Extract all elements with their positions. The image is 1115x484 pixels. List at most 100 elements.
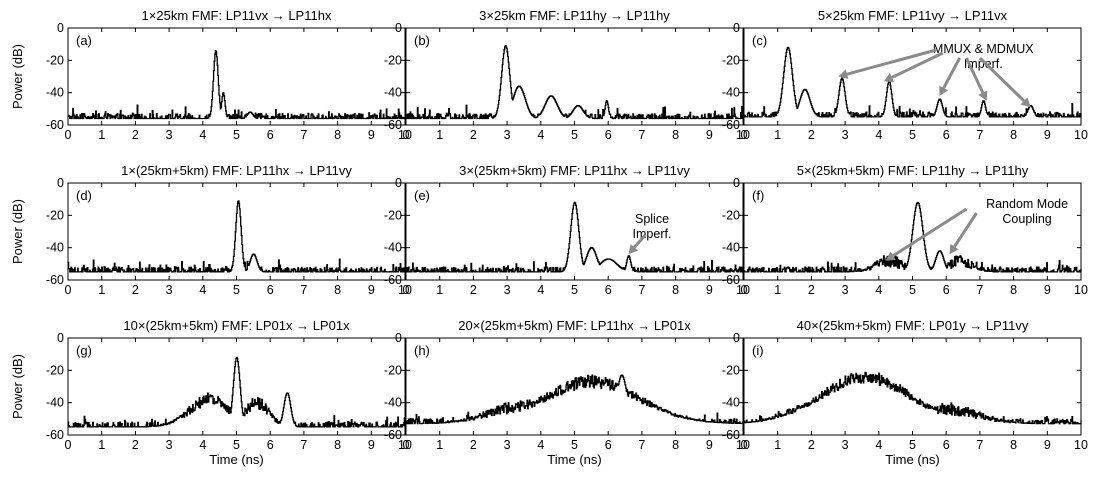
y-axis-label: Power (dB) bbox=[10, 199, 25, 264]
y-tick-label: -60 bbox=[46, 428, 64, 442]
annotation-arrow bbox=[891, 51, 944, 79]
panel-label: (a) bbox=[76, 33, 92, 48]
x-tick-label: 6 bbox=[605, 283, 612, 297]
y-tick-label: -20 bbox=[46, 53, 64, 67]
y-tick-label: -20 bbox=[722, 208, 740, 222]
plot-frame bbox=[743, 27, 1082, 126]
series-line bbox=[67, 200, 406, 273]
x-tick-label: 9 bbox=[1044, 283, 1051, 297]
annotation-arrow bbox=[846, 48, 937, 76]
annotation-arrowhead bbox=[838, 69, 849, 79]
y-tick-label: -20 bbox=[46, 363, 64, 377]
x-tick-label: 9 bbox=[1044, 128, 1051, 142]
x-tick-label: 5 bbox=[909, 128, 916, 142]
series-line bbox=[405, 45, 744, 120]
plot-frame bbox=[405, 27, 744, 126]
y-tick-label: -20 bbox=[722, 53, 740, 67]
x-tick-label: 1 bbox=[98, 438, 105, 452]
x-tick-label: 6 bbox=[267, 128, 274, 142]
panel-title: 20×(25km+5km) FMF: LP11hx → LP01x bbox=[458, 318, 691, 333]
panel-g: 10×(25km+5km) FMF: LP01x → LP01x 0 1 2 3 4 5 6 7… bbox=[10, 318, 412, 467]
panel-title: 5×(25km+5km) FMF: LP11hy → LP11hy bbox=[797, 163, 1029, 178]
x-tick-label: 2 bbox=[132, 128, 139, 142]
annotation-text: Coupling bbox=[1002, 212, 1051, 226]
x-tick-label: 5 bbox=[233, 438, 240, 452]
panel-label: (d) bbox=[76, 188, 92, 203]
x-tick-label: 0 bbox=[741, 128, 748, 142]
x-tick-label: 1 bbox=[436, 283, 443, 297]
y-tick-label: -40 bbox=[722, 396, 740, 410]
x-tick-label: 7 bbox=[976, 438, 983, 452]
x-tick-label: 8 bbox=[1010, 128, 1017, 142]
panel-title: 5×25km FMF: LP11vy → LP11vx bbox=[818, 8, 1008, 23]
x-tick-label: 3 bbox=[504, 438, 511, 452]
y-tick-label: -60 bbox=[722, 273, 740, 287]
x-tick-label: 4 bbox=[199, 283, 206, 297]
x-tick-label: 9 bbox=[368, 438, 375, 452]
annotation-text: Imperf. bbox=[633, 227, 672, 241]
panel-label: (c) bbox=[752, 33, 767, 48]
panel-label: (f) bbox=[752, 188, 764, 203]
x-tick-label: 1 bbox=[774, 283, 781, 297]
y-tick-label: -20 bbox=[384, 53, 402, 67]
annotation-arrow bbox=[942, 57, 962, 89]
y-tick-label: -60 bbox=[384, 118, 402, 132]
y-tick-label: -60 bbox=[384, 273, 402, 287]
annotation-text: Splice bbox=[635, 212, 669, 226]
annotation-arrow bbox=[633, 234, 647, 249]
x-tick-label: 10 bbox=[736, 128, 750, 142]
x-tick-label: 7 bbox=[976, 128, 983, 142]
x-tick-label: 10 bbox=[1074, 128, 1088, 142]
x-tick-label: 9 bbox=[706, 438, 713, 452]
panel-label: (e) bbox=[414, 188, 430, 203]
panel-title: 1×(25km+5km) FMF: LP11hx → LP11vy bbox=[121, 163, 352, 178]
annotation-arrow bbox=[965, 57, 985, 94]
x-tick-label: 10 bbox=[736, 283, 750, 297]
y-tick-label: -60 bbox=[46, 273, 64, 287]
y-tick-label: -40 bbox=[46, 241, 64, 255]
x-tick-label: 0 bbox=[65, 128, 72, 142]
panel-title: 1×25km FMF: LP11vx → LP11hx bbox=[142, 8, 332, 23]
y-tick-label: -20 bbox=[46, 208, 64, 222]
x-tick-label: 5 bbox=[233, 128, 240, 142]
y-tick-label: 0 bbox=[395, 21, 402, 35]
x-tick-label: 7 bbox=[300, 128, 307, 142]
panel-title: 10×(25km+5km) FMF: LP01x → LP01x bbox=[123, 318, 350, 333]
panel-label: (h) bbox=[414, 343, 430, 358]
x-tick-label: 0 bbox=[403, 283, 410, 297]
x-tick-label: 1 bbox=[98, 128, 105, 142]
panel-e: 3×(25km+5km) FMF: LP11hx → LP11vy 0 1 2 3 4 5 6… bbox=[384, 163, 750, 297]
x-tick-label: 2 bbox=[470, 283, 477, 297]
y-tick-label: -60 bbox=[722, 118, 740, 132]
x-tick-label: 9 bbox=[706, 128, 713, 142]
x-tick-label: 0 bbox=[741, 438, 748, 452]
x-tick-label: 2 bbox=[470, 128, 477, 142]
y-tick-label: -60 bbox=[384, 428, 402, 442]
y-tick-label: 0 bbox=[733, 331, 740, 345]
x-tick-label: 3 bbox=[504, 283, 511, 297]
x-tick-label: 5 bbox=[571, 283, 578, 297]
x-axis-label: Time (ns) bbox=[209, 452, 263, 467]
x-tick-label: 1 bbox=[98, 283, 105, 297]
y-tick-label: -40 bbox=[384, 86, 402, 100]
x-tick-label: 6 bbox=[943, 128, 950, 142]
y-tick-label: -40 bbox=[384, 396, 402, 410]
x-tick-label: 2 bbox=[132, 438, 139, 452]
y-tick-label: -60 bbox=[722, 428, 740, 442]
y-axis-label: Power (dB) bbox=[10, 44, 25, 109]
panel-title: 3×25km FMF: LP11hy → LP11hy bbox=[479, 8, 670, 23]
y-tick-label: -40 bbox=[384, 241, 402, 255]
plot-frame bbox=[67, 27, 406, 126]
x-tick-label: 6 bbox=[605, 128, 612, 142]
y-tick-label: -20 bbox=[722, 363, 740, 377]
x-tick-label: 6 bbox=[943, 438, 950, 452]
x-tick-label: 7 bbox=[976, 283, 983, 297]
annotation-arrowhead bbox=[978, 90, 988, 101]
x-tick-label: 3 bbox=[166, 283, 173, 297]
panel-label: (i) bbox=[752, 343, 764, 358]
x-tick-label: 8 bbox=[672, 438, 679, 452]
panel-title: 3×(25km+5km) FMF: LP11hx → LP11vy bbox=[459, 163, 690, 178]
x-tick-label: 0 bbox=[65, 438, 72, 452]
